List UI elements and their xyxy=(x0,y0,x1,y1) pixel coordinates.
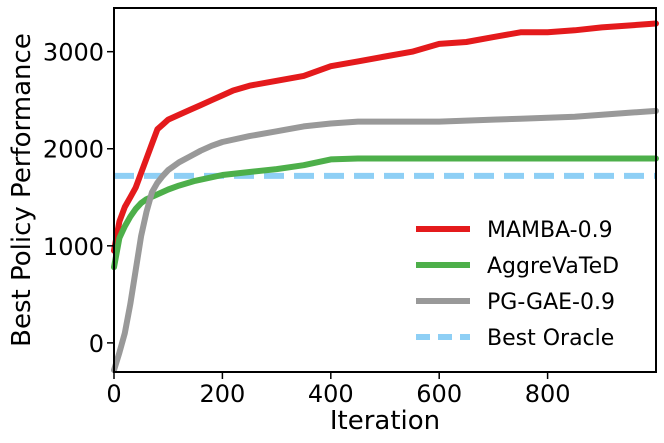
x-axis-ticks: 0 200 400 600 800 xyxy=(106,372,571,408)
x-tick-label: 600 xyxy=(416,380,462,408)
x-tick-label: 0 xyxy=(106,380,121,408)
y-axis-ticks: 0 1000 2000 3000 xyxy=(43,39,114,358)
legend-label-best-oracle: Best Oracle xyxy=(487,326,614,351)
y-tick-label: 0 xyxy=(89,330,104,358)
x-axis-label: Iteration xyxy=(330,406,440,436)
x-tick-label: 200 xyxy=(199,380,245,408)
x-tick-label: 400 xyxy=(308,380,354,408)
y-tick-label: 2000 xyxy=(43,136,104,164)
legend: MAMBA-0.9 AggreVaTeD PG-GAE-0.9 Best Oracle xyxy=(416,218,619,351)
legend-label-mamba-0-9: MAMBA-0.9 xyxy=(487,218,613,243)
series-line-aggrevated xyxy=(111,155,659,271)
y-tick-label: 3000 xyxy=(43,39,104,67)
plot-lines xyxy=(111,20,659,374)
series-line-pg-gae-0-9 xyxy=(111,107,659,374)
plot-frame xyxy=(113,7,657,373)
legend-label-pg-gae-0-9: PG-GAE-0.9 xyxy=(487,290,615,315)
y-axis-label: Best Policy Performance xyxy=(7,33,37,347)
series-line-mamba-0-9 xyxy=(111,20,659,254)
legend-label-aggrevated: AggreVaTeD xyxy=(487,254,619,279)
x-tick-label: 800 xyxy=(525,380,571,408)
y-tick-label: 1000 xyxy=(43,233,104,261)
